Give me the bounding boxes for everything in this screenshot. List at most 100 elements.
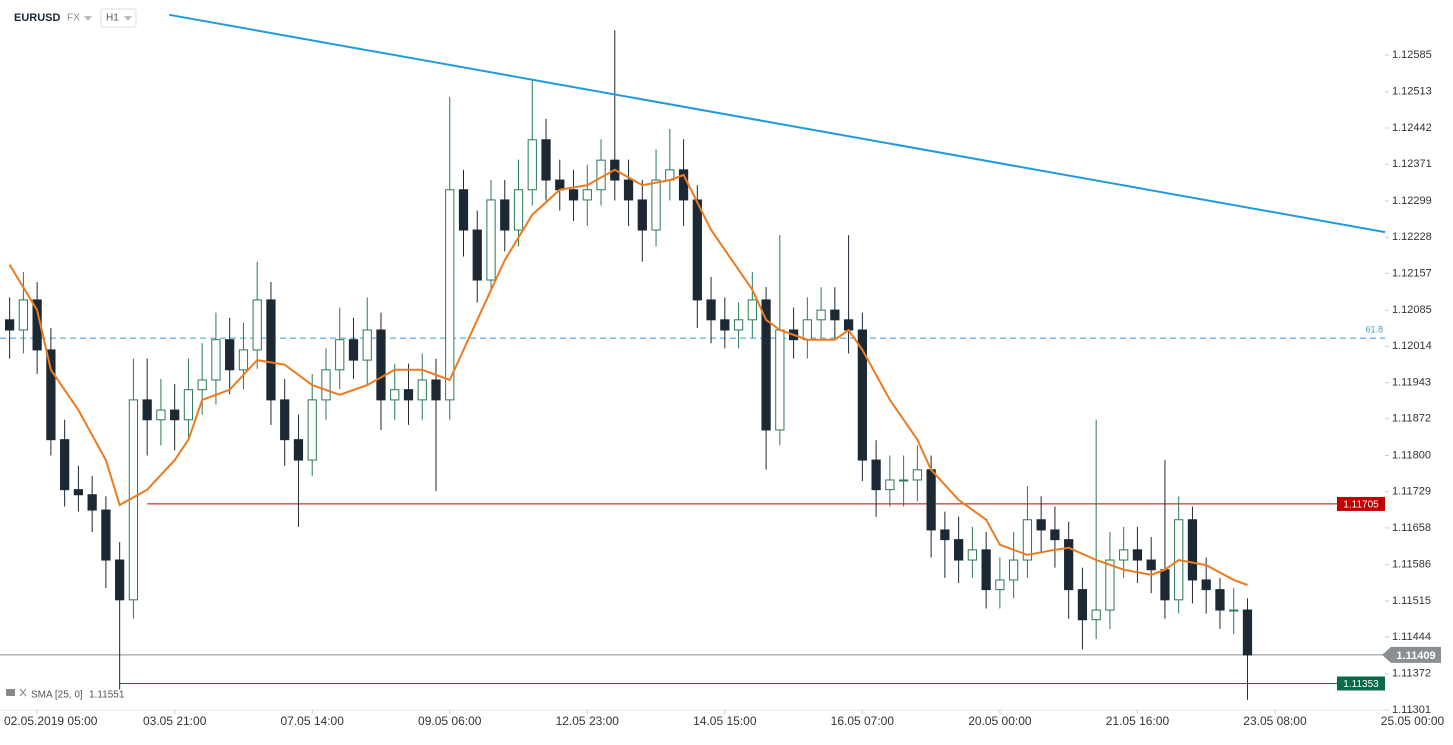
candle-body (1009, 559, 1019, 581)
legend-icon (6, 689, 15, 696)
sma-line (8, 168, 1248, 586)
candle-body (926, 469, 936, 531)
candle-body (830, 309, 840, 321)
candle-body (623, 179, 634, 201)
candle-body (871, 459, 881, 491)
candle-body (637, 199, 647, 231)
candle-body (1064, 539, 1074, 591)
candle-body (1091, 609, 1101, 621)
candle-body (197, 379, 207, 391)
candle-body (898, 479, 909, 482)
candle-body (1215, 589, 1225, 611)
candle-body (266, 299, 276, 401)
y-tick-label: 1.11515 (1392, 595, 1431, 607)
candle-body (1132, 549, 1143, 561)
x-tick-label: 09.05 06:00 (418, 714, 482, 728)
candle-body (390, 389, 400, 401)
y-tick-label: 1.11658 (1392, 522, 1431, 534)
market[interactable]: FX (67, 13, 80, 24)
y-tick-label: 1.12228 (1392, 231, 1432, 243)
trend-line (169, 13, 1386, 234)
y-tick-label: 1.12585 (1392, 49, 1432, 61)
candle-body (238, 349, 249, 371)
y-tick-label: 1.11372 (1392, 668, 1431, 680)
y-tick-label: 1.12371 (1392, 158, 1432, 170)
candle-body (142, 399, 152, 421)
candle-body (1105, 559, 1115, 611)
y-tick-label: 1.11301 (1392, 704, 1431, 716)
sma-name: SMA [25, 0] (31, 690, 83, 701)
x-tick-label: 07.05 14:00 (281, 714, 345, 728)
candle-body (101, 509, 111, 561)
candle-body (1160, 569, 1170, 601)
candle-body (472, 229, 482, 281)
candle-body (1050, 529, 1060, 541)
candle-body (170, 409, 180, 421)
candle-body (761, 299, 771, 431)
candle-body (885, 479, 895, 491)
price-tag-label: 1.11409 (1396, 650, 1435, 662)
candle-body (940, 529, 950, 541)
symbol[interactable]: EURUSD (14, 12, 61, 24)
candle-body (321, 369, 331, 401)
candle-body (252, 299, 262, 351)
candle-body (115, 559, 125, 601)
y-tick-label: 1.12157 (1392, 267, 1432, 279)
candle-body (46, 349, 56, 441)
candle-body (541, 139, 551, 181)
x-tick-label: 16.05 07:00 (831, 714, 895, 728)
x-tick-label: 21.05 16:00 (1106, 714, 1170, 728)
candle-body (857, 329, 867, 461)
candle-body (1187, 519, 1198, 581)
candle-body (1022, 519, 1033, 561)
candle-body (156, 409, 166, 421)
y-tick-label: 1.12442 (1392, 122, 1432, 134)
y-tick-label: 1.12085 (1392, 304, 1432, 316)
price-tag (1337, 496, 1385, 511)
candle-body (500, 199, 510, 231)
candle-body (280, 399, 290, 441)
interval-box[interactable] (100, 8, 137, 28)
candle-body (18, 299, 29, 331)
candle-body (5, 319, 15, 331)
candle-body (1119, 549, 1129, 561)
candle-body (183, 389, 194, 421)
dropdown-arrow[interactable] (84, 16, 92, 21)
candle-body (967, 549, 978, 561)
y-tick-label: 1.11872 (1392, 413, 1431, 425)
x-tick-label: 14.05 15:00 (693, 714, 757, 728)
candle-body (816, 309, 826, 321)
price-tag-label: 1.11705 (1343, 500, 1379, 511)
y-tick-label: 1.12299 (1392, 195, 1432, 207)
candle-body (720, 319, 730, 331)
legend-close[interactable] (19, 688, 27, 697)
candle-body (348, 339, 359, 361)
candle-body (995, 579, 1005, 591)
y-tick-label: 1.12513 (1392, 86, 1432, 98)
candle-body (1242, 609, 1253, 656)
candle-body (211, 339, 221, 381)
candle-body (733, 319, 744, 331)
candle-body (87, 494, 97, 511)
candle-body (458, 189, 469, 231)
candle-body (293, 439, 304, 461)
y-tick-label: 1.12014 (1392, 340, 1432, 352)
candle-body (1201, 579, 1211, 591)
candle-body (568, 189, 579, 201)
interval[interactable]: H1 (106, 13, 119, 24)
candle-body (431, 379, 441, 401)
y-tick-label: 1.11800 (1392, 449, 1431, 461)
x-tick-label: 12.05 23:00 (556, 714, 620, 728)
y-tick-label: 1.11729 (1392, 486, 1431, 498)
candle-body (843, 319, 854, 331)
candle-body (747, 299, 757, 321)
candle-body (417, 379, 427, 401)
x-tick-label: 23.05 08:00 (1243, 714, 1307, 728)
sma-legend: SMA [25, 0] 1.11551 (6, 688, 125, 701)
dropdown-arrow[interactable] (124, 16, 132, 21)
candle-body (802, 319, 812, 341)
price-tag-label: 1.11353 (1343, 679, 1379, 690)
candle-body (376, 329, 386, 401)
candle-body (1229, 609, 1239, 612)
candle-body (1036, 519, 1046, 531)
